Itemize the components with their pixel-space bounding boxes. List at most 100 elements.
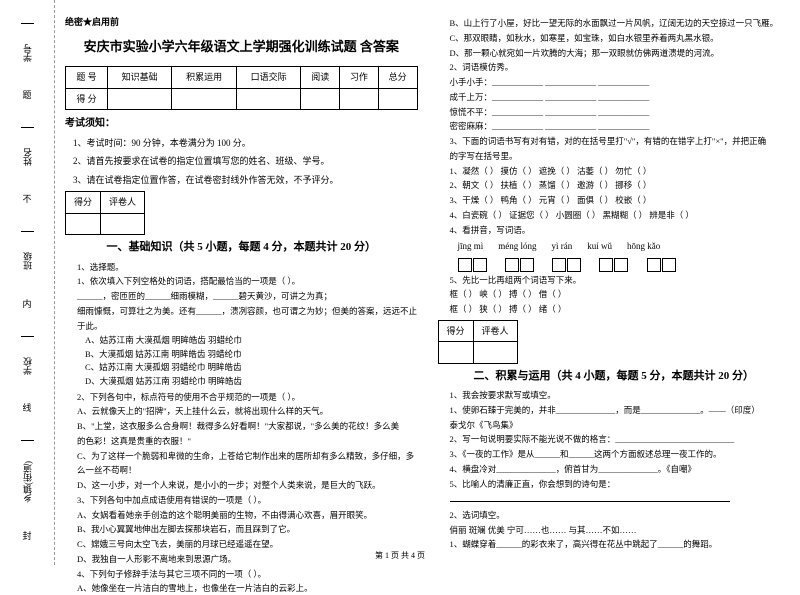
q1-1b: 细雨慷慨，可算壮之为美。还有______，溃冽容颜，也可谓之为妙；但美的答案，远… (77, 305, 418, 318)
q1-4: 4、下列句子修辞手法与其它三项不同的一项（ ）。 (77, 568, 418, 581)
py2: méng lóng (498, 239, 536, 253)
seal-char: 题 (22, 88, 31, 101)
s2-2b: 1、蝴蝶穿着______的彩衣来了，高兴得在花丛中跳起了______的舞蹈。 (450, 538, 791, 551)
score-table: 题 号 知识基础 积累运用 口语交际 阅读 习作 总分 得 分 (65, 66, 418, 110)
q5a: 框（ ） 峡（ ） 搏（ ） 借（ ） (450, 288, 791, 301)
th-oral: 口语交际 (236, 67, 300, 88)
notice-title: 考试须知： (65, 116, 418, 132)
q1-2f: D、这一小步，对一个人来说，是小小的一步；对整个人类来说，是巨大的飞跃。 (77, 479, 418, 492)
q3: 3、下面的词语书写有对有错，对的在括号里打"√"，有错的在错字上打"×"，并把正… (450, 135, 791, 148)
q1-1-text: ______，密匝匝的______细雨模糊，______碧天黄沙，可讲之为真； (77, 290, 418, 303)
score-cell (66, 213, 101, 234)
seal-char: 封 (22, 529, 31, 542)
exam-title: 安庆市实验小学六年级语文上学期强化训练试题 含答案 (65, 37, 418, 58)
q1-3b: B、我小心翼翼地伸出左脚去探那块岩石，而且踩到了它。 (77, 523, 418, 536)
th-total: 总分 (378, 67, 417, 88)
py5: hōng kǎo (627, 239, 660, 253)
opt-a: A、姑苏江南 大漠孤烟 明眸皓齿 羽蜡纶巾 (85, 334, 418, 348)
td-blank (301, 88, 340, 109)
score-label: 得分 (66, 192, 101, 213)
blank-line (450, 492, 730, 502)
q2: 2、词语模仿秀。 (450, 61, 791, 74)
q1-1a: 细雨模糊，______碧天黄沙，可讲之为真； (171, 291, 333, 301)
q2b: 成千上万：____________ ____________ _________… (450, 91, 791, 104)
grader-cell (101, 213, 145, 234)
notice-3: 3、请在试卷指定位置作答，在试卷密封线外作答无效，不予评分。 (73, 173, 418, 187)
col2-c: C、那双眼睛，如秋水，如寒星，如宝珠，如白水银里养着两丸黑水银。 (450, 32, 791, 45)
q1-2: 2、下列各句中，标点符号的使用不合乎规范的一项是（ ）。 (77, 391, 418, 404)
s2-1f: 5、比喻人的清廉正直，你会想到的诗句是： (450, 478, 791, 491)
notice-2: 2、请首先按要求在试卷的指定位置填写您的姓名、班级、学号。 (73, 154, 418, 168)
q5: 5、先比一比再组两个词语写下来。 (450, 274, 791, 287)
main-content: 绝密★启用前 安庆市实验小学六年级语文上学期强化训练试题 含答案 题 号 知识基… (55, 0, 800, 565)
section-1-title: 一、基础知识（共 5 小题，每题 4 分，本题共计 20 分） (65, 239, 418, 257)
q1-3a: A、女娲看着她亲手创造的这个聪明美丽的生物，不由得满心欢喜，眉开眼笑。 (77, 509, 418, 522)
notice-1: 1、考试时间：90 分钟，本卷满分为 100 分。 (73, 136, 418, 150)
grader-label2: 评卷人 (473, 320, 517, 341)
q1-3d: D、我独自一人形影不离地来到思源广场。 (77, 553, 418, 566)
s2-1a: 1、使卵石臻于完美的，并非______________，而是__________… (450, 404, 791, 417)
pinyin-row: jīng mì méng lóng yì rán kuí wǔ hōng kǎo (458, 239, 791, 253)
col2-d: D、那一颗心就宛如一片欢腾的大海；那一双眼就仿佛两道溃堤的河流。 (450, 47, 791, 60)
score-label2: 得分 (438, 320, 473, 341)
q3-4: 4、白瓷碗（ ） 证据您（ ） 小圆圈（ ） 黑糊糊（ ） 辨是非（ ） (450, 209, 791, 222)
s2-1e: 4、横盘冷对______________，俯首甘为______________。… (450, 463, 791, 476)
q1-3: 3、下列各句中加点成语使用有错误的一项是（ ）。 (77, 494, 418, 507)
section2-score-block: 得分评卷人 (438, 320, 518, 364)
field-town: 乡镇(街道) (21, 440, 34, 503)
section-score-block: 得分评卷人 (65, 191, 145, 235)
q3-3: 3、干燥（ ） 鸭角（ ） 元宵（ ） 面俱（ ） 校嵌（ ） (450, 194, 791, 207)
py3: yì rán (552, 239, 573, 253)
q2a: 小手小手：____________ ____________ _________… (450, 76, 791, 89)
q1-2b: B、"上堂，这衣服多么合身啊！裁得多么好看啊！"大家都说，"多么美的花纹！多么美 (77, 420, 418, 433)
s2-2a: 俏丽 斑斓 优美 宁可……也…… 与其……不如…… (450, 524, 791, 537)
q4: 4、看拼音，写词语。 (450, 224, 791, 237)
td-blank (236, 88, 300, 109)
opt-d: D、大漠孤烟 姑苏江南 羽蜡纶巾 明眸皓齿 (85, 375, 418, 389)
th-num: 题 号 (66, 67, 108, 88)
char-grids (450, 257, 791, 272)
s2-1b: 泰戈尔《飞鸟集》 (450, 419, 791, 432)
q3a: 的字写在括号里。 (450, 150, 791, 163)
td-blank (340, 88, 379, 109)
grid1 (458, 258, 487, 272)
q1-2a: A、云就像天上的"招牌"，天上挂什么云，就将出现什么样的天气。 (77, 405, 418, 418)
grid3 (552, 258, 581, 272)
seal-char: 不 (22, 192, 31, 205)
q1-2c: 的色彩！这真是贵重的衣服！" (77, 435, 418, 448)
field-school: 学校 (21, 336, 34, 375)
q2c: 惊慌不平：____________ ____________ _________… (450, 106, 791, 119)
right-column: B、山上行了小屋，好比一望无际的水面飘过一片风帆，辽阔无边的天空掠过一只飞雁。 … (438, 15, 791, 560)
td-blank (107, 88, 171, 109)
td-blank (378, 88, 417, 109)
q2d: 密密麻麻：____________ ____________ _________… (450, 120, 791, 133)
grader-label: 评卷人 (101, 192, 145, 213)
s2-1c: 2、写一句说明要实际不能光说不做的格言：____________________… (450, 433, 791, 446)
q1-2d: C、为了这样一个脆弱和卑微的生命，上苍给它制作出来的居所却有多么精致，多仔细，多 (77, 450, 418, 463)
grid4 (599, 258, 628, 272)
seal-char: 线 (22, 401, 31, 414)
grid2 (505, 258, 534, 272)
th-read: 阅读 (301, 67, 340, 88)
s2-1: 1、我会按要求默写或填空。 (450, 389, 791, 402)
td-blank (172, 88, 236, 109)
left-column: 绝密★启用前 安庆市实验小学六年级语文上学期强化训练试题 含答案 题 号 知识基… (65, 15, 418, 560)
score-cell2 (438, 342, 473, 363)
s2-2: 2、选词填空。 (450, 509, 791, 522)
q1-2e: 么一丝不苟啊！ (77, 464, 418, 477)
q1-1c: 于此。 (77, 320, 418, 333)
field-name: 姓名 (21, 127, 34, 166)
grader-cell2 (473, 342, 517, 363)
col2-b: B、山上行了小屋，好比一望无际的水面飘过一片风帆，辽阔无边的天空掠过一只飞雁。 (450, 17, 791, 30)
q1-4a: A、她像坐在一片洁白的雪地上，也像坐在一片洁白的云彩上。 (77, 582, 418, 595)
binding-margin: 学号 题 姓名 不 班级 内 学校 线 乡镇(街道) 封 (0, 0, 55, 565)
th-write: 习作 (340, 67, 379, 88)
q1-3c: C、嫦娥三号向太空飞去，美丽的月球已经遥遥在望。 (77, 538, 418, 551)
opt-b: B、大漠孤烟 姑苏江南 明眸皓齿 羽蜡纶巾 (85, 348, 418, 362)
page-footer: 第 1 页 共 4 页 (375, 550, 425, 561)
field-school-id: 学号 (21, 23, 34, 62)
grid5 (647, 258, 676, 272)
th-accum: 积累运用 (172, 67, 236, 88)
seal-char: 内 (22, 297, 31, 310)
q3-1: 1、凝然（ ） 摸仿（ ） 遮挽（ ） 沽萎（ ） 勿忙（ ） (450, 165, 791, 178)
